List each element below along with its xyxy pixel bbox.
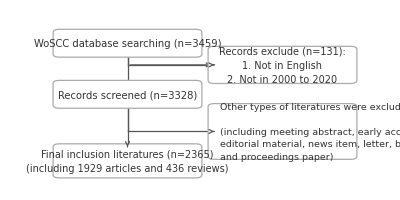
- Text: Records exclude (n=131):
1. Not in English
2. Not in 2000 to 2020: Records exclude (n=131): 1. Not in Engli…: [219, 47, 346, 84]
- Text: Records screened (n=3328): Records screened (n=3328): [58, 90, 197, 100]
- Text: Other types of literatures were excluded (n=963)

(including meeting abstract, e: Other types of literatures were excluded…: [220, 102, 400, 161]
- FancyBboxPatch shape: [53, 30, 202, 58]
- Text: WoSCC database searching (n=3459): WoSCC database searching (n=3459): [34, 39, 221, 49]
- FancyBboxPatch shape: [53, 81, 202, 109]
- FancyBboxPatch shape: [53, 144, 202, 178]
- FancyBboxPatch shape: [208, 47, 357, 84]
- FancyBboxPatch shape: [208, 104, 357, 160]
- Text: Final inclusion literatures (n=2365)
(including 1929 articles and 436 reviews): Final inclusion literatures (n=2365) (in…: [26, 149, 229, 173]
